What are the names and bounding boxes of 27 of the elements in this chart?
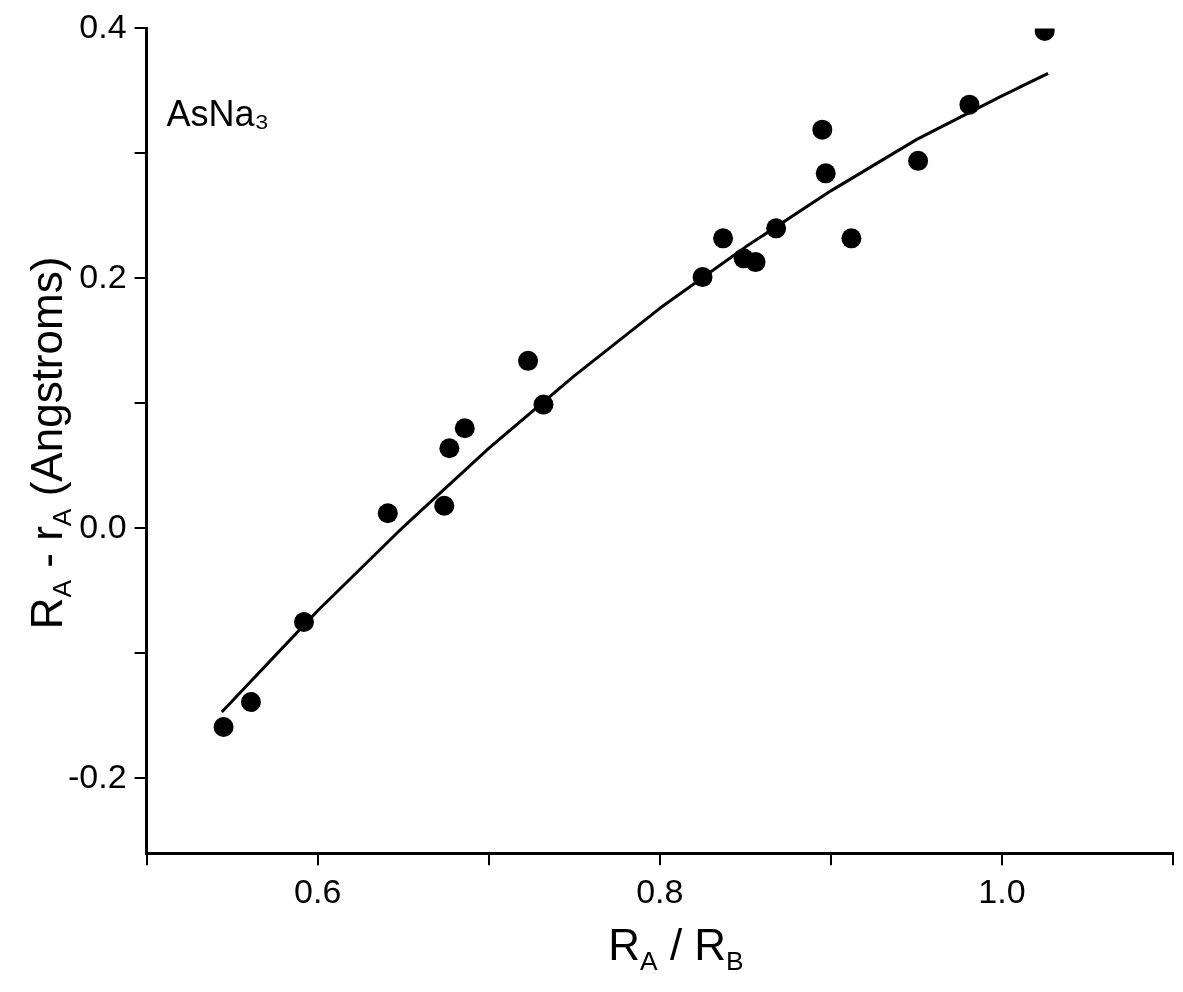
point (815, 163, 836, 184)
point (908, 150, 929, 171)
point (377, 503, 398, 524)
point (434, 495, 455, 516)
x-tick-label: 0.8 (636, 871, 684, 910)
point (745, 252, 766, 273)
point (293, 612, 314, 633)
annotation: AsNa₃ (166, 93, 270, 135)
y-tick-label: 0.4 (79, 6, 127, 45)
point (692, 267, 713, 288)
point (959, 94, 980, 115)
x-axis-title: R$_{A}$ / R$_{B}$ (607, 920, 745, 977)
y-tick-label: 0.0 (79, 506, 127, 545)
point (240, 691, 261, 712)
y-tick-label: 0.2 (79, 256, 127, 295)
point (812, 119, 833, 140)
point (713, 228, 734, 249)
point (518, 350, 539, 371)
point (533, 394, 554, 415)
point (841, 228, 862, 249)
y-tick-label: -0.2 (67, 756, 127, 795)
x-tick-label: 0.6 (294, 871, 342, 910)
point (439, 438, 460, 459)
point (213, 716, 234, 737)
x-tick-label: 1.0 (978, 871, 1026, 910)
point (766, 218, 787, 239)
point (454, 418, 475, 439)
